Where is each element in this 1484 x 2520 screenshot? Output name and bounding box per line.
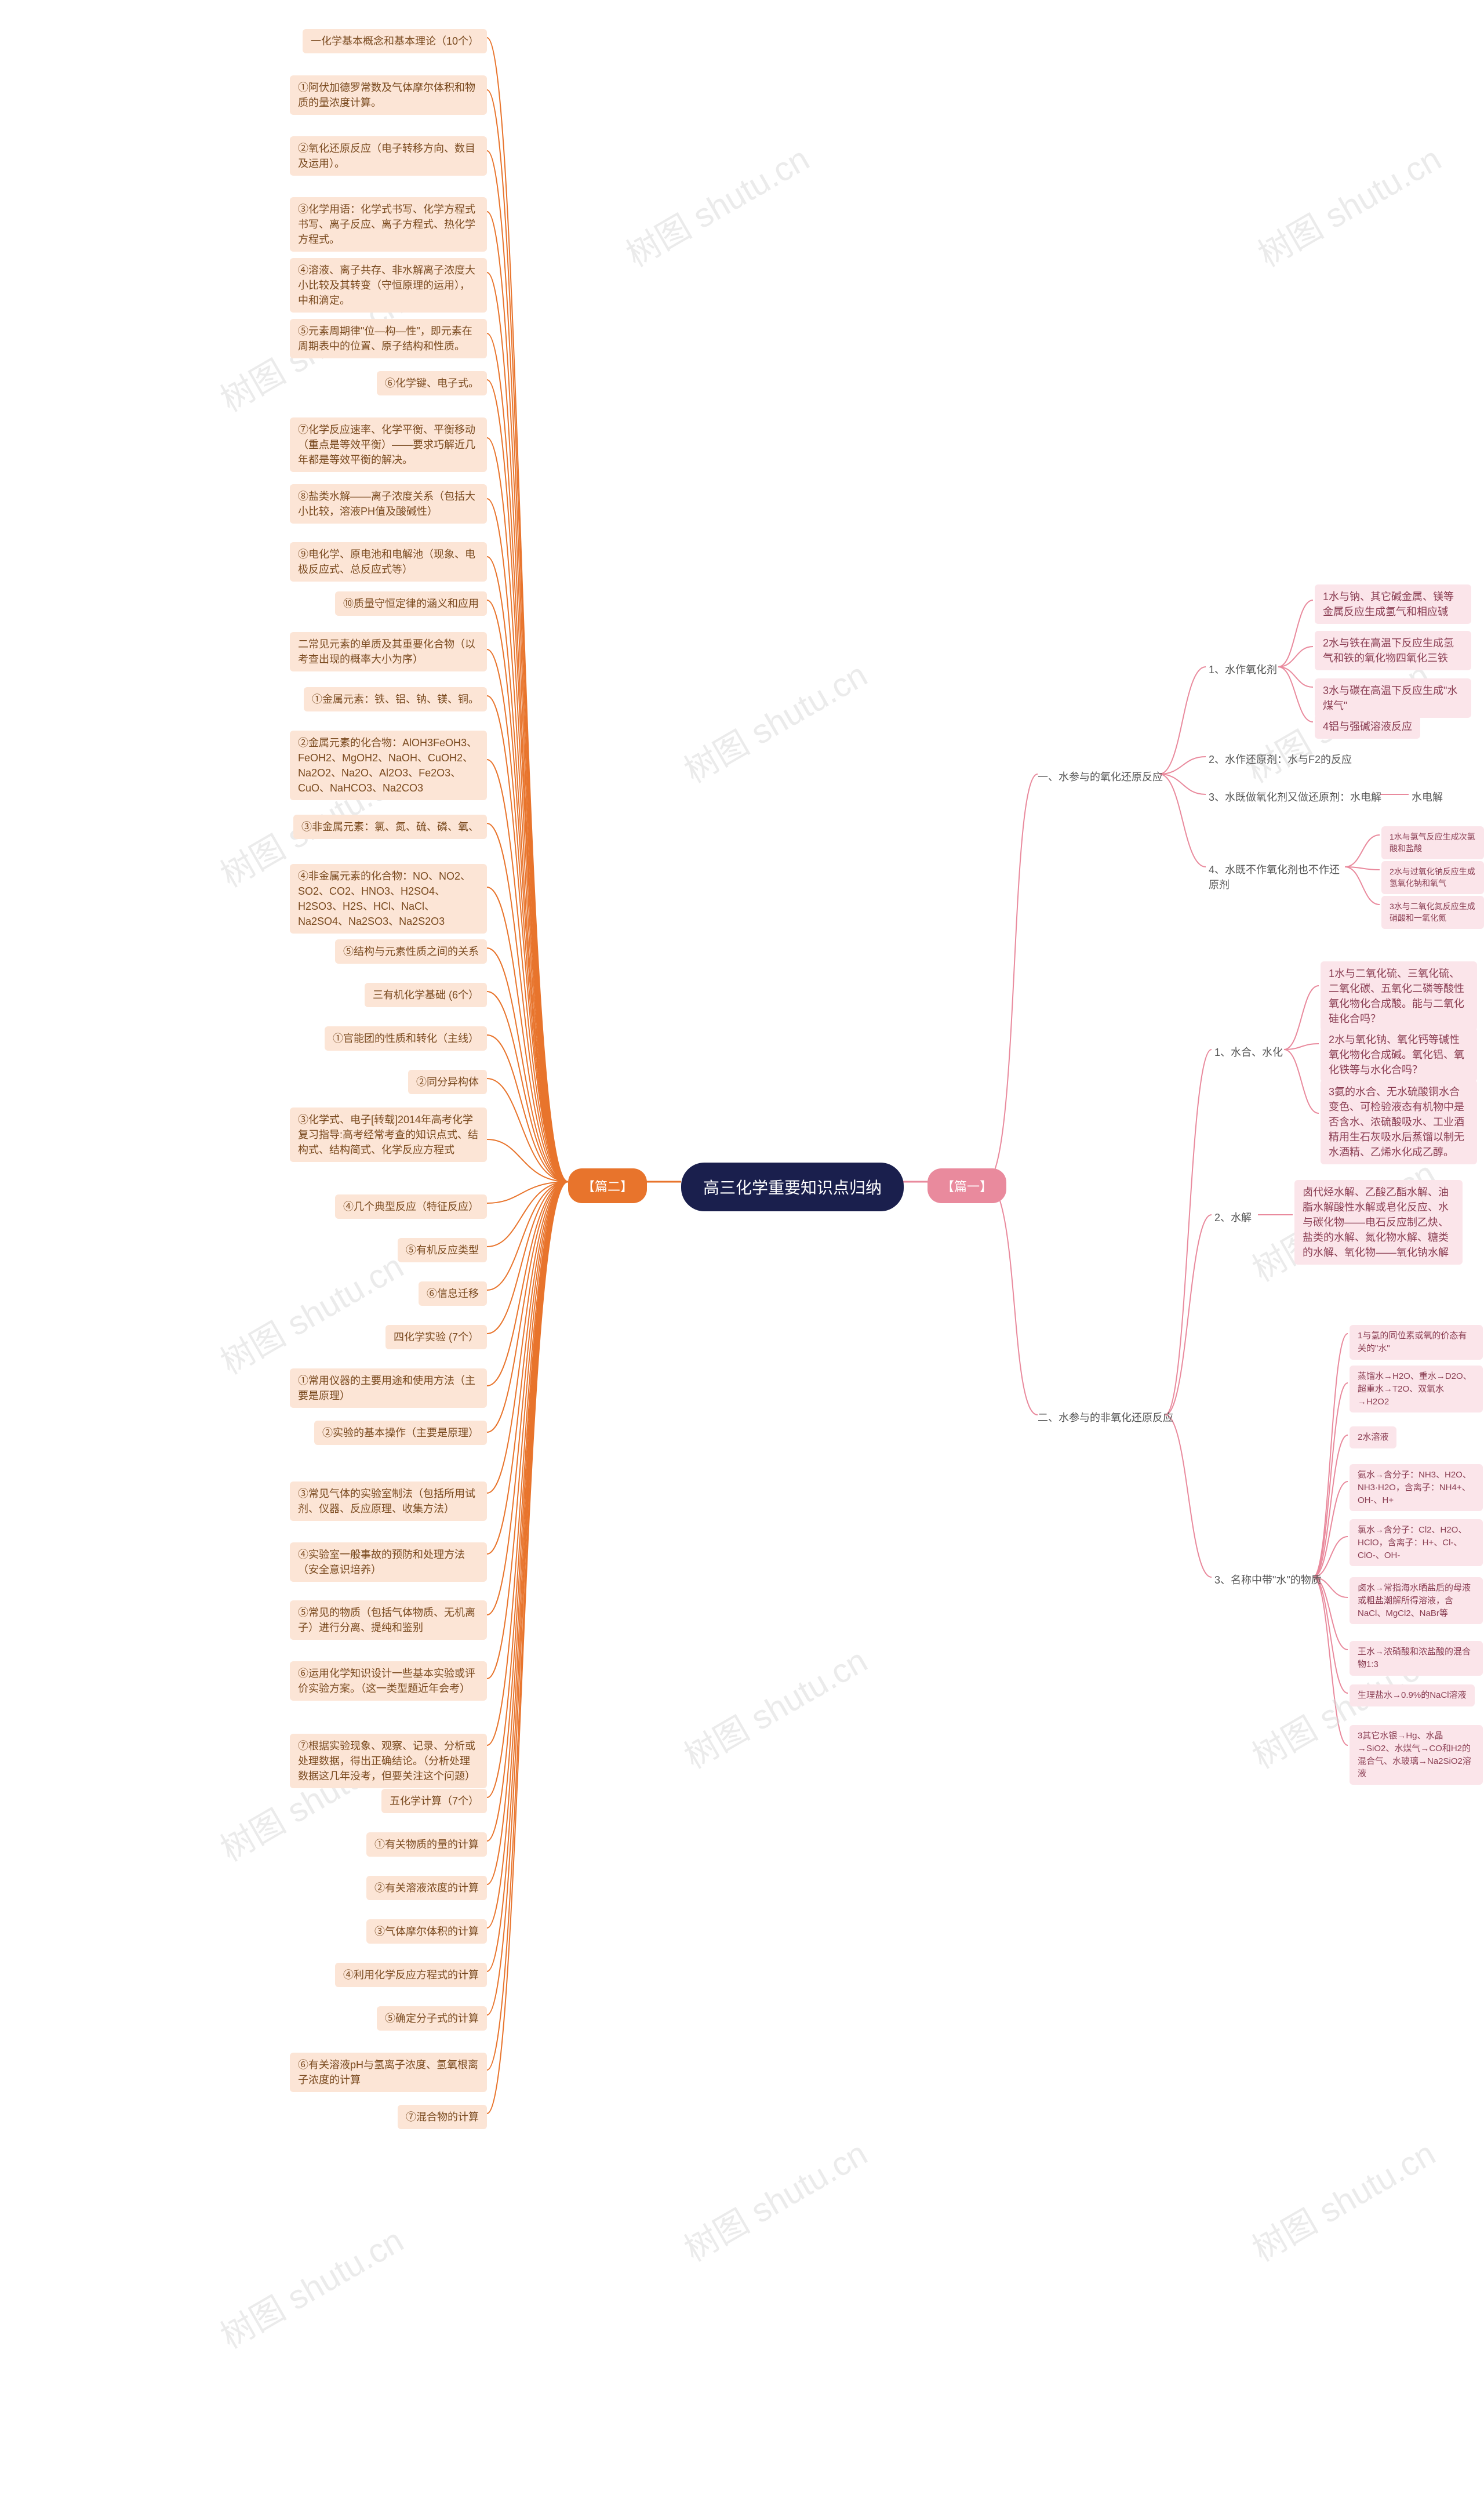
left-node[interactable]: ⑨电化学、原电池和电解池（现象、电极反应式、总反应式等） bbox=[290, 542, 487, 582]
left-node[interactable]: ⑥运用化学知识设计一些基本实验或评价实验方案。（这一类型题近年会考） bbox=[290, 1661, 487, 1701]
left-node[interactable]: ①有关物质的量的计算 bbox=[366, 1832, 487, 1857]
leaf: 氨水→含分子：NH3、H2O、NH3·H2O，含离子：NH4+、OH-、H+ bbox=[1350, 1464, 1483, 1511]
left-node[interactable]: ⑦混合物的计算 bbox=[398, 2105, 487, 2129]
left-node[interactable]: 三有机化学基础 (6个） bbox=[365, 983, 487, 1007]
mindmap-root[interactable]: 高三化学重要知识点归纳 bbox=[681, 1163, 904, 1211]
watermark: 树图 shutu.cn bbox=[674, 1634, 875, 1778]
left-node[interactable]: ⑦化学反应速率、化学平衡、平衡移动（重点是等效平衡）——要求巧解近几年都是等效平… bbox=[290, 417, 487, 472]
leaf: 生理盐水→0.9%的NaCl溶液 bbox=[1350, 1684, 1475, 1706]
leaf: 3水与二氧化氮反应生成硝酸和一氧化氮 bbox=[1381, 896, 1484, 929]
left-node[interactable]: ⑤有机反应类型 bbox=[398, 1238, 487, 1262]
right-b2-c3[interactable]: 3、名称中带"水"的物质 bbox=[1214, 1572, 1322, 1587]
left-node[interactable]: 四化学实验 (7个） bbox=[385, 1325, 487, 1349]
left-node[interactable]: ①阿伏加德罗常数及气体摩尔体积和物质的量浓度计算。 bbox=[290, 75, 487, 115]
branch-right-root[interactable]: 【篇一】 bbox=[928, 1168, 1006, 1203]
left-node[interactable]: ④实验室一般事故的预防和处理方法（安全意识培养） bbox=[290, 1542, 487, 1582]
left-node[interactable]: ⑧盐类水解——离子浓度关系（包括大小比较，溶液PH值及酸碱性） bbox=[290, 484, 487, 524]
watermark: 树图 shutu.cn bbox=[1242, 2127, 1443, 2271]
watermark: 树图 shutu.cn bbox=[674, 648, 875, 792]
left-node[interactable]: 一化学基本概念和基本理论（10个） bbox=[303, 29, 487, 53]
left-node[interactable]: ③化学式、电子[转载]2014年高考化学复习指导:高考经常考查的知识点式、结构式… bbox=[290, 1108, 487, 1162]
leaf: 3氨的水合、无水硫酸铜水合变色、可检验液态有机物中是否含水、浓硫酸吸水、工业酒精… bbox=[1321, 1080, 1477, 1164]
left-node[interactable]: ⑤确定分子式的计算 bbox=[377, 2006, 487, 2031]
right-b1-c1[interactable]: 1、水作氧化剂 bbox=[1209, 662, 1277, 677]
leaf: 1水与钠、其它碱金属、镁等金属反应生成氢气和相应碱 bbox=[1315, 584, 1471, 624]
left-node[interactable]: ⑦根据实验现象、观察、记录、分析或处理数据，得出正确结论。（分析处理数据这几年没… bbox=[290, 1734, 487, 1788]
left-node[interactable]: ③气体摩尔体积的计算 bbox=[366, 1919, 487, 1944]
left-node[interactable]: 二常见元素的单质及其重要化合物（以考查出现的概率大小为序） bbox=[290, 632, 487, 671]
left-node[interactable]: ⑤元素周期律"位—构—性"，即元素在周期表中的位置、原子结构和性质。 bbox=[290, 319, 487, 358]
leaf: 4铝与强碱溶液反应 bbox=[1315, 714, 1420, 739]
connector-lines bbox=[0, 0, 1484, 2520]
watermark: 树图 shutu.cn bbox=[210, 2214, 411, 2358]
left-node[interactable]: ④溶液、离子共存、非水解离子浓度大小比较及其转变（守恒原理的运用），中和滴定。 bbox=[290, 258, 487, 313]
left-node[interactable]: ①常用仪器的主要用途和使用方法（主要是原理） bbox=[290, 1368, 487, 1408]
leaf: 2水与铁在高温下反应生成氢气和铁的氧化物四氧化三铁 bbox=[1315, 631, 1471, 670]
watermark: 树图 shutu.cn bbox=[616, 132, 817, 276]
left-node[interactable]: ③化学用语：化学式书写、化学方程式书写、离子反应、离子方程式、热化学方程式。 bbox=[290, 197, 487, 252]
leaf: 王水→浓硝酸和浓盐酸的混合物1:3 bbox=[1350, 1641, 1483, 1676]
left-node[interactable]: ①金属元素：铁、铝、钠、镁、铜。 bbox=[304, 687, 487, 711]
left-node[interactable]: 五化学计算（7个） bbox=[381, 1789, 487, 1813]
left-node[interactable]: ②有关溶液浓度的计算 bbox=[366, 1876, 487, 1900]
watermark: 树图 shutu.cn bbox=[210, 1240, 411, 1384]
left-node[interactable]: ②同分异构体 bbox=[408, 1070, 487, 1094]
left-node[interactable]: ⑥化学键、电子式。 bbox=[377, 371, 487, 395]
right-b2-c2[interactable]: 2、水解 bbox=[1214, 1210, 1252, 1225]
leaf: 3水与碳在高温下反应生成"水煤气" bbox=[1315, 678, 1471, 718]
right-b1-c3[interactable]: 3、水既做氧化剂又做还原剂：水电解 bbox=[1209, 789, 1381, 804]
left-node[interactable]: ③非金属元素：氯、氮、硫、磷、氧、 bbox=[293, 815, 487, 839]
left-node[interactable]: ④非金属元素的化合物：NO、NO2、SO2、CO2、HNO3、H2SO4、H2S… bbox=[290, 864, 487, 934]
left-node[interactable]: ②实验的基本操作（主要是原理） bbox=[314, 1421, 487, 1445]
watermark: 树图 shutu.cn bbox=[674, 2127, 875, 2271]
left-node[interactable]: ①官能团的性质和转化（主线） bbox=[325, 1026, 487, 1051]
leaf: 蒸馏水→H2O、重水→D2O、超重水→T2O、双氧水→H2O2 bbox=[1350, 1366, 1483, 1412]
left-node[interactable]: ⑩质量守恒定律的涵义和应用 bbox=[335, 591, 487, 616]
right-b1-c2[interactable]: 2、水作还原剂：水与F2的反应 bbox=[1209, 751, 1352, 767]
watermark: 树图 shutu.cn bbox=[1248, 132, 1449, 276]
leaf: 卤水→常指海水晒盐后的母液或粗盐潮解所得溶液，含NaCl、MgCl2、NaBr等 bbox=[1350, 1577, 1483, 1624]
right-b1-c4[interactable]: 4、水既不作氧化剂也不作还原剂 bbox=[1209, 862, 1348, 892]
left-node[interactable]: ③常见气体的实验室制法（包括所用试剂、仪器、反应原理、收集方法） bbox=[290, 1482, 487, 1521]
left-node[interactable]: ④几个典型反应（特征反应） bbox=[335, 1194, 487, 1219]
left-node[interactable]: ④利用化学反应方程式的计算 bbox=[335, 1963, 487, 1987]
right-b2-c1[interactable]: 1、水合、水化 bbox=[1214, 1044, 1283, 1059]
leaf: 1水与二氧化硫、三氧化硫、二氧化碳、五氧化二磷等酸性氧化物化合成酸。能与二氧化硅… bbox=[1321, 961, 1477, 1031]
left-node[interactable]: ⑤常见的物质（包括气体物质、无机离子）进行分离、提纯和鉴别 bbox=[290, 1600, 487, 1640]
leaf: 2水溶液 bbox=[1350, 1426, 1396, 1448]
leaf: 2水与氧化钠、氧化钙等碱性氧化物化合成碱。氧化铝、氧化铁等与水化合吗？ bbox=[1321, 1027, 1477, 1082]
leaf: 1水与氯气反应生成次氯酸和盐酸 bbox=[1381, 826, 1484, 859]
right-branch-1[interactable]: 一、水参与的氧化还原反应 bbox=[1038, 769, 1163, 784]
leaf: 3其它水银→Hg、水晶→SiO2、水煤气→CO和H2的混合气、水玻璃→Na2Si… bbox=[1350, 1725, 1483, 1785]
left-node[interactable]: ⑥有关溶液pH与氢离子浓度、氢氧根离子浓度的计算 bbox=[290, 2053, 487, 2092]
right-b1-c3-tail: 水电解 bbox=[1412, 789, 1443, 804]
leaf: 1与氢的同位素或氧的价态有关的"水" bbox=[1350, 1325, 1483, 1360]
leaf: 氯水→含分子：Cl2、H2O、HClO，含离子：H+、Cl-、ClO-、OH- bbox=[1350, 1519, 1483, 1566]
branch-left-root[interactable]: 【篇二】 bbox=[568, 1168, 647, 1203]
left-node[interactable]: ⑥信息迁移 bbox=[419, 1281, 487, 1306]
left-node[interactable]: ⑤结构与元素性质之间的关系 bbox=[335, 939, 487, 964]
leaf: 卤代烃水解、乙酸乙酯水解、油脂水解酸性水解或皂化反应、水与碳化物——电石反应制乙… bbox=[1294, 1180, 1463, 1265]
left-node[interactable]: ②金属元素的化合物：AlOH3FeOH3、FeOH2、MgOH2、NaOH、Cu… bbox=[290, 731, 487, 800]
leaf: 2水与过氧化钠反应生成氢氧化钠和氧气 bbox=[1381, 861, 1484, 894]
right-branch-2[interactable]: 二、水参与的非氧化还原反应 bbox=[1038, 1410, 1173, 1425]
left-node[interactable]: ②氧化还原反应（电子转移方向、数目及运用）。 bbox=[290, 136, 487, 176]
